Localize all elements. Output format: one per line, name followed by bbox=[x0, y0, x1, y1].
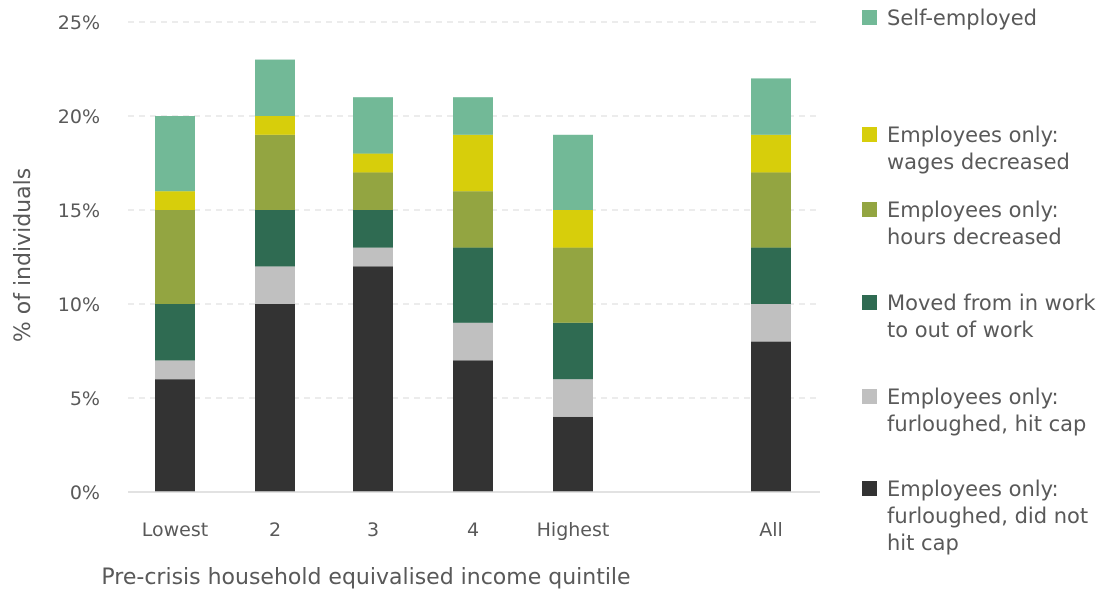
legend-label: Moved from in work bbox=[887, 291, 1096, 315]
bar-stack bbox=[353, 97, 393, 492]
bar-segment bbox=[255, 266, 295, 304]
bar-segment bbox=[553, 210, 593, 248]
x-tick-label: Lowest bbox=[142, 519, 208, 541]
y-tick-label: 10% bbox=[58, 294, 100, 316]
y-tick-label: 20% bbox=[58, 106, 100, 128]
bar-segment bbox=[353, 210, 393, 248]
x-tick-label: 2 bbox=[269, 519, 281, 541]
legend-label: furloughed, did not bbox=[887, 504, 1088, 528]
bar-segment bbox=[255, 116, 295, 135]
legend-label: Employees only: bbox=[887, 477, 1059, 501]
bar-segment bbox=[751, 134, 791, 173]
legend-item: Moved from in work to out of work bbox=[862, 291, 1096, 342]
y-tick-label: 0% bbox=[70, 482, 100, 504]
y-tick-label: 25% bbox=[58, 12, 100, 34]
legend-swatch bbox=[862, 127, 877, 142]
y-tick-label: 15% bbox=[58, 200, 100, 222]
legend-label: Self-employed bbox=[887, 6, 1037, 30]
bar-segment bbox=[155, 304, 195, 361]
legend-label: hours decreased bbox=[887, 225, 1062, 249]
bar-stack bbox=[453, 97, 493, 492]
legend-item: Employees only: furloughed, hit cap bbox=[862, 385, 1086, 436]
bars bbox=[155, 59, 791, 492]
legend-label: Employees only: bbox=[887, 198, 1059, 222]
bar-segment bbox=[255, 59, 295, 116]
bar-stack bbox=[553, 134, 593, 492]
bar-segment bbox=[553, 134, 593, 210]
legend-item: Self-employed bbox=[862, 6, 1037, 30]
y-axis-title: % of individuals bbox=[11, 168, 36, 342]
legend-item: Employees only: furloughed, did not hit ca… bbox=[862, 477, 1088, 555]
x-tick-label: All bbox=[759, 519, 783, 541]
y-tick-label: 5% bbox=[70, 388, 100, 410]
bar-segment bbox=[353, 97, 393, 154]
bar-segment bbox=[553, 247, 593, 323]
bar-segment bbox=[751, 341, 791, 492]
legend-item: Employees only: hours decreased bbox=[862, 198, 1062, 249]
bar-segment bbox=[553, 379, 593, 417]
x-tick-label: Highest bbox=[537, 519, 610, 541]
bar-segment bbox=[255, 210, 295, 267]
legend-swatch bbox=[862, 481, 877, 496]
bar-segment bbox=[751, 247, 791, 304]
bar-segment bbox=[353, 172, 393, 210]
bar-segment bbox=[553, 416, 593, 492]
legend-swatch bbox=[862, 202, 877, 217]
bar-segment bbox=[751, 78, 791, 135]
bar-segment bbox=[453, 322, 493, 361]
bar-segment bbox=[155, 360, 195, 380]
legend-label: furloughed, hit cap bbox=[887, 412, 1086, 436]
bar-segment bbox=[353, 247, 393, 267]
legend-item: Employees only: wages decreased bbox=[862, 123, 1070, 174]
bar-segment bbox=[353, 266, 393, 492]
bar-stack bbox=[751, 78, 791, 492]
legend-swatch bbox=[862, 295, 877, 310]
legend-swatch bbox=[862, 10, 877, 25]
bar-segment bbox=[751, 304, 791, 342]
bar-segment bbox=[453, 97, 493, 135]
legend-label: to out of work bbox=[887, 318, 1034, 342]
bar-segment bbox=[453, 191, 493, 248]
legend-label: Employees only: bbox=[887, 123, 1059, 147]
legend-label: Employees only: bbox=[887, 385, 1059, 409]
bar-segment bbox=[155, 210, 195, 304]
bar-segment bbox=[453, 247, 493, 323]
bar-segment bbox=[155, 116, 195, 192]
bar-segment bbox=[453, 360, 493, 492]
bar-segment bbox=[751, 172, 791, 248]
bar-stack bbox=[255, 59, 295, 492]
bar-segment bbox=[155, 379, 195, 492]
bar-segment bbox=[255, 304, 295, 492]
legend-label: hit cap bbox=[887, 531, 959, 555]
bar-segment bbox=[353, 153, 393, 173]
bar-segment bbox=[553, 322, 593, 380]
bar-stack bbox=[155, 116, 195, 492]
legend: Self-employed Employees only: wages decrea… bbox=[862, 6, 1096, 555]
x-tick-label: 4 bbox=[467, 519, 479, 541]
y-axis-ticks: 0% 5% 10% 15% 20% 25% bbox=[58, 12, 100, 504]
bar-segment bbox=[453, 134, 493, 192]
legend-label: wages decreased bbox=[887, 150, 1070, 174]
bar-segment bbox=[255, 134, 295, 210]
x-tick-label: 3 bbox=[367, 519, 379, 541]
x-axis-title: Pre-crisis household equivalised income … bbox=[101, 565, 630, 590]
x-axis-ticks: Lowest 2 3 4 Highest All bbox=[142, 519, 783, 541]
legend-swatch bbox=[862, 389, 877, 404]
bar-segment bbox=[155, 191, 195, 210]
